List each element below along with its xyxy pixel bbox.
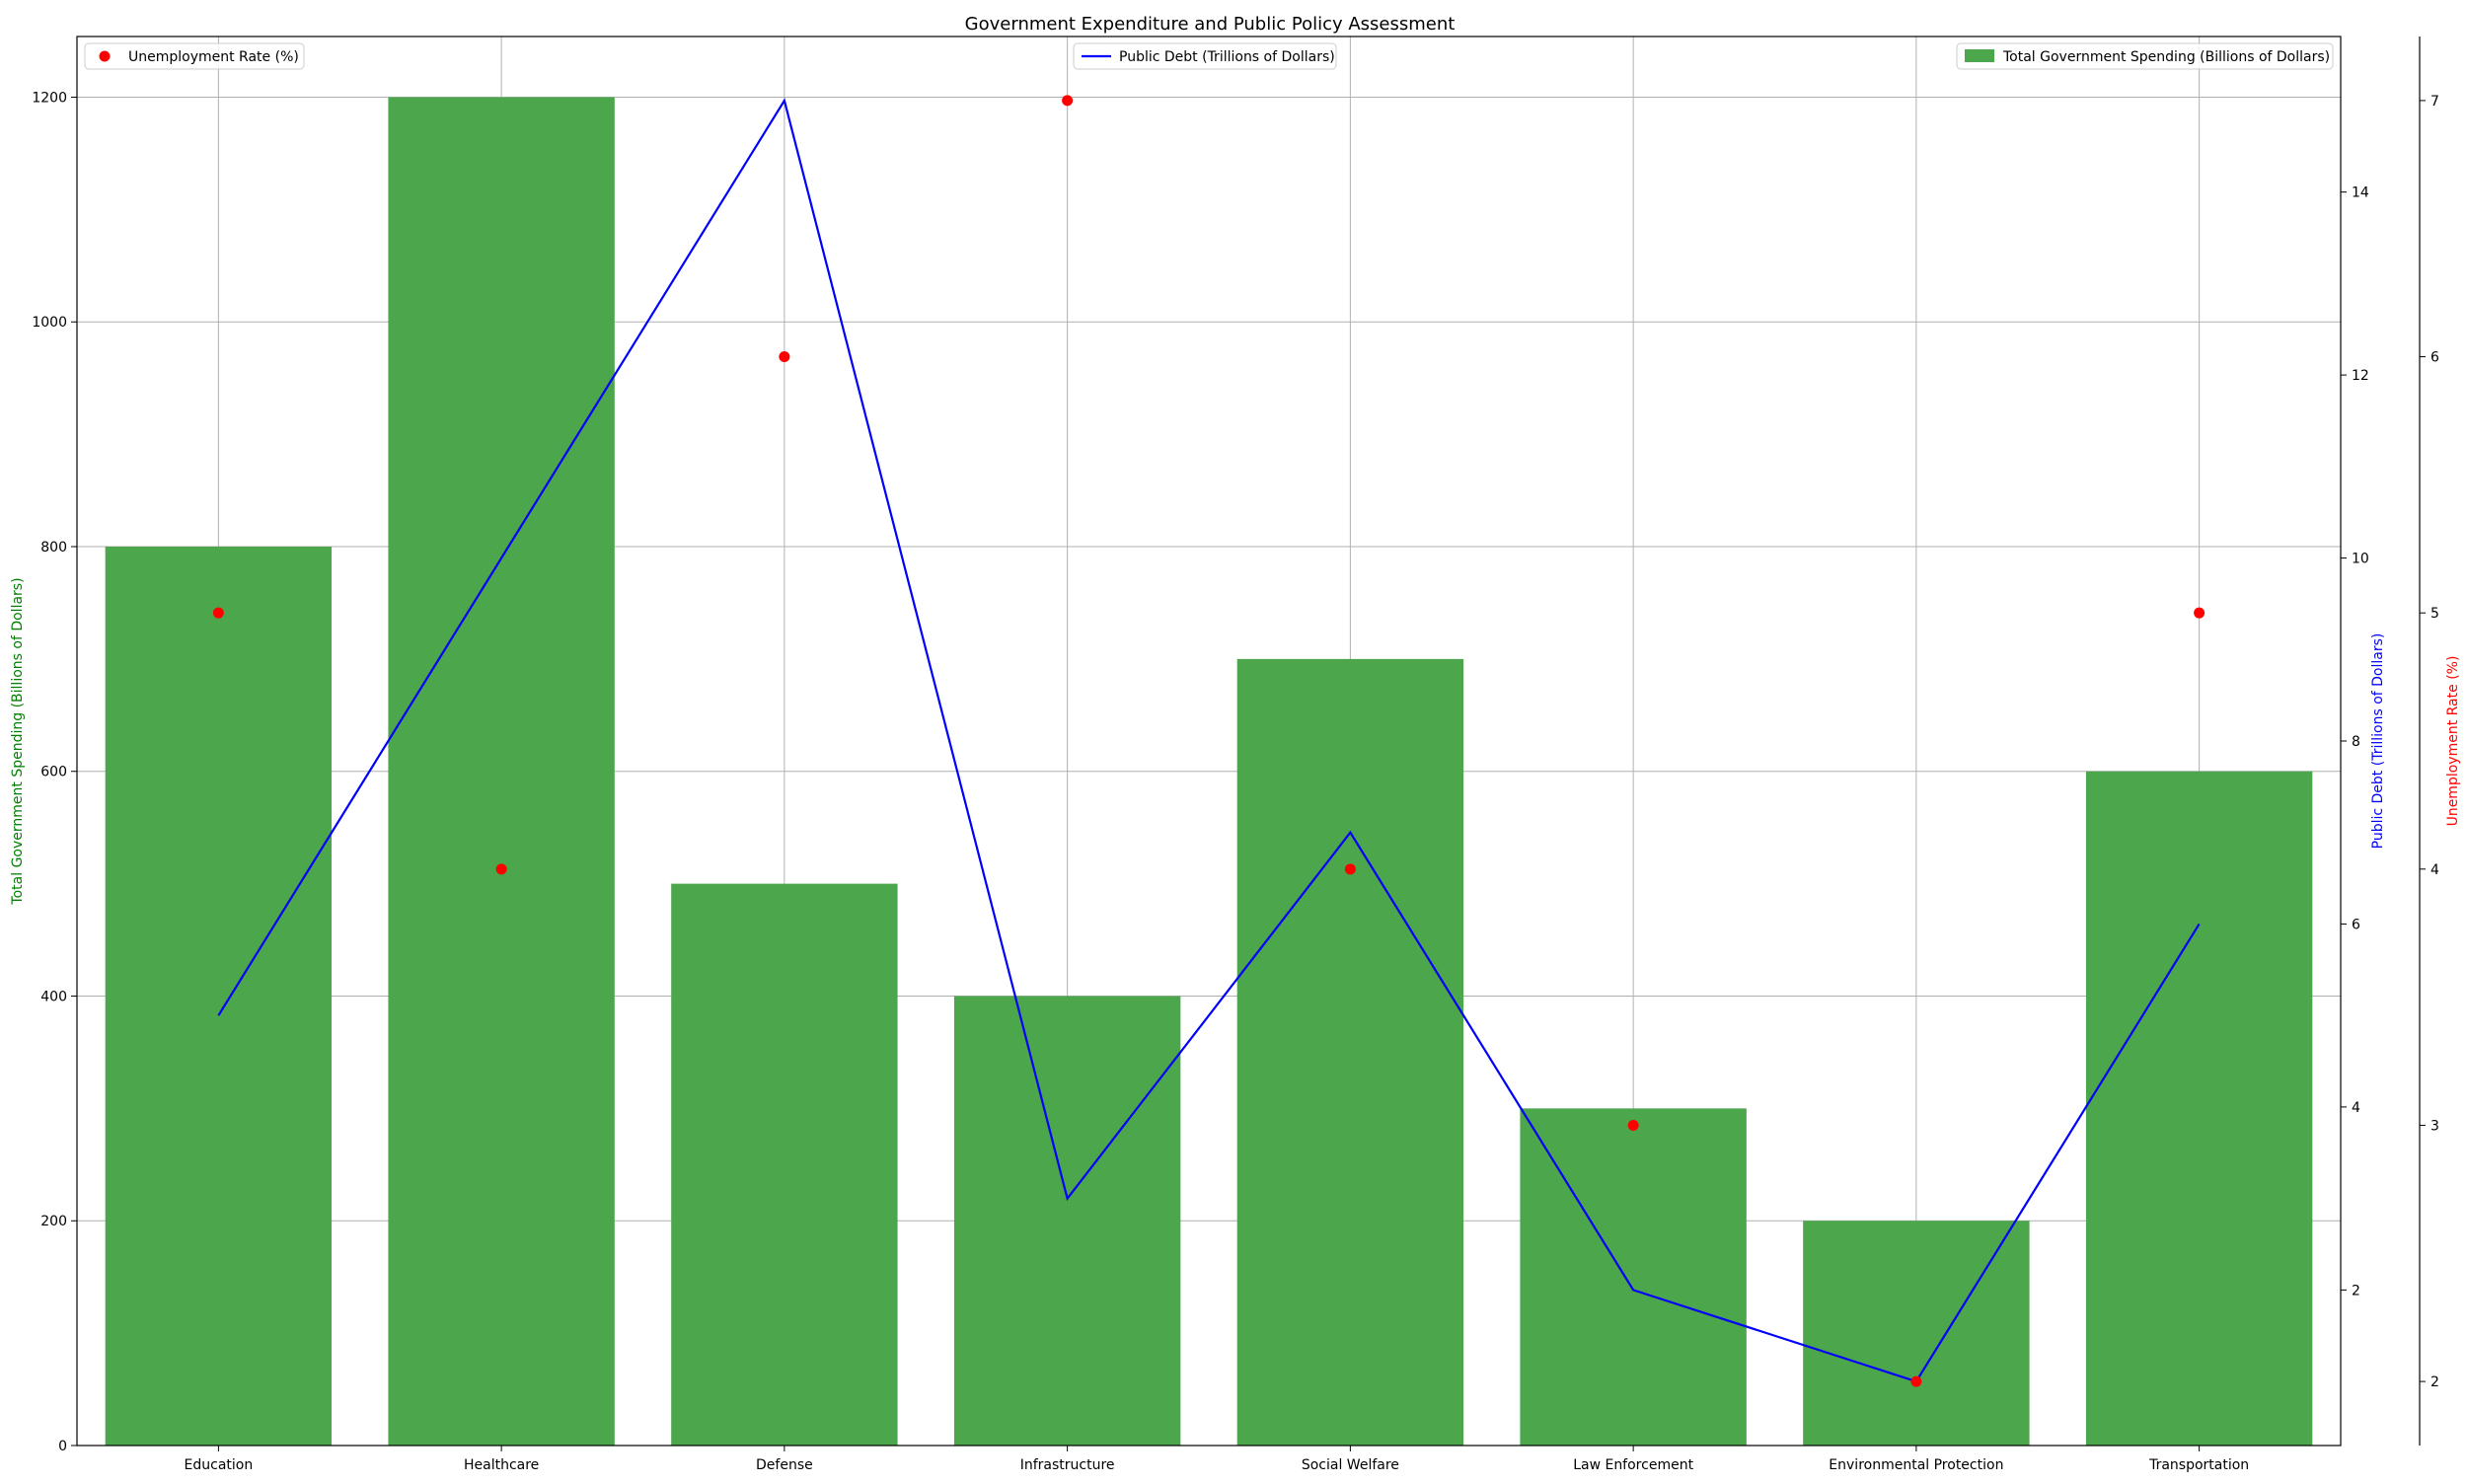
legend-total-spending	[1956, 42, 2334, 70]
left-tick-label: 400	[40, 989, 67, 1004]
unemployment-point	[1910, 1375, 1922, 1387]
right2-tick-label: 4	[2430, 862, 2439, 878]
legend-unemployment	[84, 42, 305, 70]
left-tick-label: 1000	[32, 315, 67, 331]
unemployment-point	[1627, 1119, 1639, 1131]
right-tick-label: 14	[2352, 186, 2369, 201]
x-tick-label: Education	[185, 1457, 254, 1473]
right2-tick-label: 6	[2430, 350, 2439, 366]
legend-unemployment-label: Unemployment Rate (%)	[128, 49, 299, 65]
unemployment-point	[212, 607, 224, 619]
x-tick-label: Defense	[756, 1457, 813, 1473]
right2-tick-label: 2	[2430, 1374, 2439, 1390]
public-debt-line	[217, 98, 2201, 1383]
right-axis-label: Public Debt (Trillions of Dollars)	[2370, 633, 2386, 850]
line-layer	[217, 98, 2201, 1383]
bar-transportation	[2085, 771, 2313, 1446]
bar-education	[105, 546, 333, 1446]
left-tick-label: 200	[40, 1214, 67, 1229]
bar-law-enforcement	[1520, 1108, 1747, 1446]
right2-axis-label: Unemployment Rate (%)	[2445, 656, 2461, 827]
unemployment-point	[1062, 95, 1074, 107]
legend-public-debt-label: Public Debt (Trillions of Dollars)	[1119, 49, 1335, 65]
x-tick-label: Transportation	[2148, 1457, 2249, 1473]
legends-layer: Unemployment Rate (%) Public Debt (Trilli…	[84, 42, 2334, 70]
legend-public-debt	[1073, 42, 1337, 70]
legend-unemployment-marker	[99, 50, 111, 62]
right-tick-label: 8	[2352, 734, 2360, 750]
unemployment-point	[1344, 863, 1356, 875]
scatter-layer	[212, 95, 2205, 1387]
left-tick-label: 600	[40, 765, 67, 780]
left-tick-label: 1200	[32, 90, 67, 106]
bar-defense	[671, 883, 898, 1446]
chart-title: Government Expenditure and Public Policy…	[965, 14, 1456, 35]
right-tick-label: 2	[2352, 1283, 2360, 1298]
bar-social-welfare	[1236, 658, 1464, 1446]
bar-infrastructure	[953, 996, 1181, 1446]
right-tick-label: 10	[2352, 552, 2369, 567]
right-tick-label: 4	[2352, 1100, 2360, 1116]
x-tick-label: Law Enforcement	[1573, 1457, 1693, 1473]
left-axis-label: Total Government Spending (Billions of D…	[10, 577, 26, 905]
x-tick-label: Healthcare	[464, 1457, 539, 1473]
left-tick-label: 0	[58, 1439, 67, 1454]
x-tick-label: Infrastructure	[1020, 1457, 1115, 1473]
right2-tick-label: 7	[2430, 94, 2439, 110]
bars-layer	[105, 97, 2313, 1447]
unemployment-point	[2194, 607, 2205, 619]
right-tick-label: 12	[2352, 368, 2369, 384]
axes-layer: 0 200 400 600 800 1000 1200 2 4 6 8 10 12 14 2 3 4 5 6 7 Edu…	[10, 36, 2461, 1473]
left-tick-label: 800	[40, 540, 67, 556]
right2-tick-label: 3	[2430, 1118, 2439, 1134]
x-tick-label: Social Welfare	[1302, 1457, 1399, 1473]
bar-healthcare	[388, 97, 615, 1447]
legend-total-spending-label: Total Government Spending (Billions of D…	[2002, 49, 2330, 65]
right2-tick-label: 5	[2430, 606, 2439, 622]
legend-total-spending-marker	[1965, 49, 1994, 62]
unemployment-point	[495, 863, 507, 875]
x-tick-label: Environmental Protection	[1829, 1457, 2003, 1473]
right-tick-label: 6	[2352, 917, 2360, 932]
unemployment-point	[779, 351, 790, 363]
